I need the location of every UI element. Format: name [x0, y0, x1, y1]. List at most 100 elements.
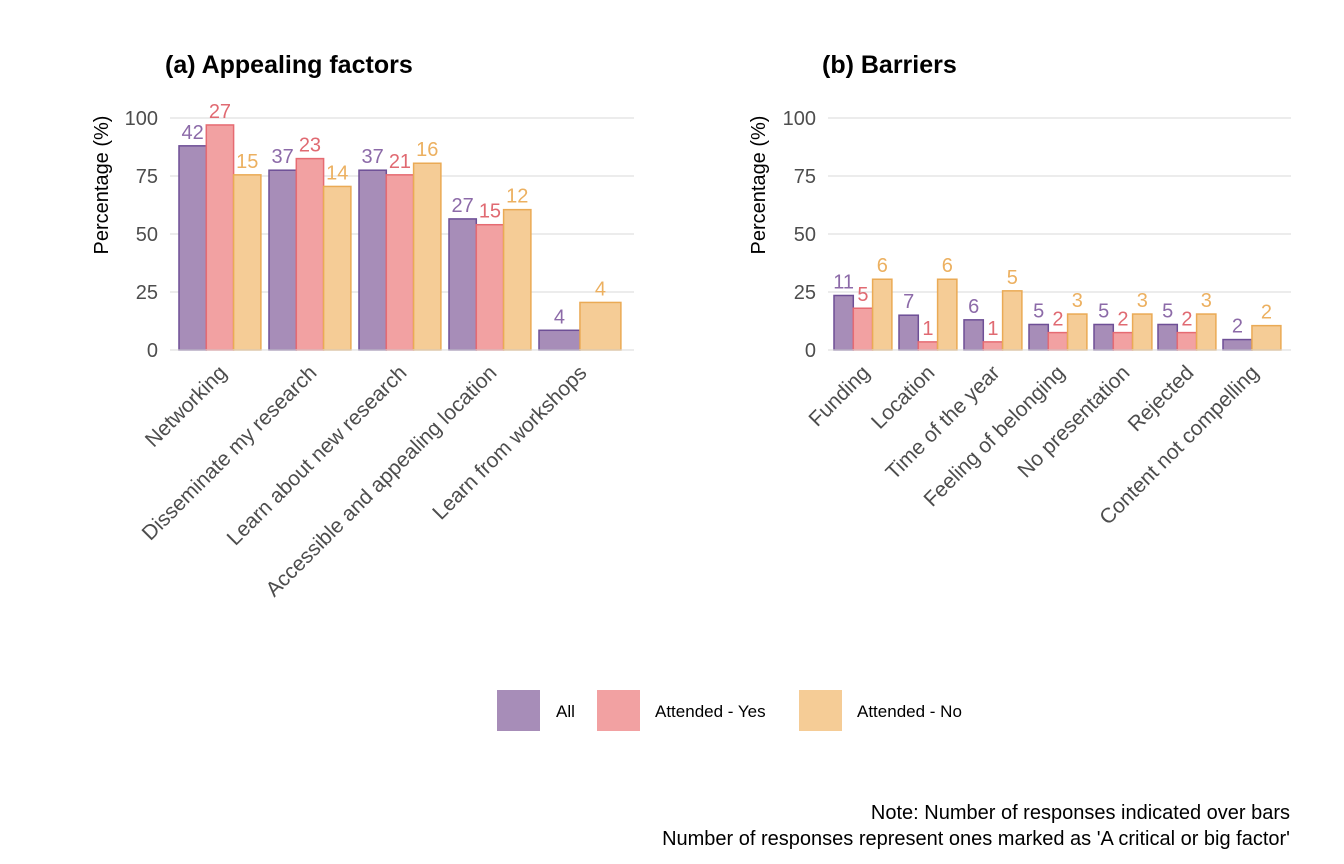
- panel-b-bar-funding-attended-no: [871, 278, 893, 351]
- panel-a-y-axis-title: Percentage (%): [91, 116, 113, 255]
- panel-b-bar-time-of-the-year-attended-no: [1001, 290, 1023, 351]
- note-line-2: Number of responses represent ones marke…: [662, 828, 1290, 850]
- panel-a-plot-area: 0255075100422715Networking372314Dissemin…: [125, 101, 634, 601]
- panel-b-y-tick-label: 75: [794, 166, 816, 188]
- panel-b-bar-rejected-all: [1157, 323, 1179, 351]
- panel-a-bar-disseminate-my-research-all: [268, 169, 298, 351]
- panel-a-bar-disseminate-my-research-attended-yes: [295, 157, 325, 351]
- panel-a-data-label-learn-about-new-research-all: 37: [362, 146, 384, 168]
- legend-label-attended-yes: Attended - Yes: [655, 702, 766, 721]
- panel-a-bar-networking-attended-no: [232, 174, 262, 351]
- panel-a-data-label-accessible-and-appealing-location-all: 27: [452, 195, 474, 217]
- panel-b-bar-time-of-the-year-all: [963, 319, 985, 351]
- panel-barriers: (b) Barriers Percentage (%) 025507510011…: [748, 51, 1291, 529]
- panel-b-bar-rejected-attended-no: [1195, 313, 1217, 351]
- panel-a-bar-learn-from-workshops-attended-no: [579, 301, 622, 351]
- panel-a-data-label-disseminate-my-research-attended-yes: 23: [299, 135, 321, 157]
- panel-a-data-label-learn-about-new-research-attended-yes: 21: [389, 151, 411, 173]
- panel-b-bar-no-presentation-attended-yes: [1112, 331, 1134, 351]
- panel-a-bar-accessible-and-appealing-location-all: [448, 218, 478, 351]
- legend-key-attended-yes: [597, 690, 640, 731]
- panel-b-data-label-time-of-the-year-attended-yes: 1: [987, 318, 998, 340]
- panel-b-x-tick-label-time-of-the-year: Time of the year: [881, 361, 1004, 484]
- panel-b-data-label-rejected-all: 5: [1162, 300, 1173, 322]
- panel-a-bar-learn-from-workshops-all: [538, 329, 581, 351]
- legend-key-attended-no: [799, 690, 842, 731]
- panel-b-data-label-no-presentation-attended-no: 3: [1137, 290, 1148, 312]
- panel-a-data-label-accessible-and-appealing-location-attended-no: 12: [506, 186, 528, 208]
- panel-b-x-tick-label-no-presentation: No presentation: [1013, 361, 1134, 482]
- legend-key-all: [497, 690, 540, 731]
- panel-a-data-label-learn-from-workshops-attended-no: 4: [595, 278, 606, 300]
- panel-b-data-label-no-presentation-attended-yes: 2: [1117, 309, 1128, 331]
- panel-a-bar-learn-about-new-research-all: [358, 169, 388, 351]
- panel-b-data-label-rejected-attended-yes: 2: [1181, 309, 1192, 331]
- panel-b-bar-no-presentation-all: [1093, 323, 1115, 351]
- panel-a-data-label-networking-attended-no: 15: [236, 151, 258, 173]
- panel-a-y-tick-label: 25: [136, 282, 158, 304]
- panel-a-y-tick-label: 0: [147, 340, 158, 362]
- panel-a-bar-learn-about-new-research-attended-yes: [385, 174, 415, 351]
- panel-a-bar-networking-attended-yes: [205, 124, 235, 351]
- panel-appealing-factors: (a) Appealing factors Percentage (%) 0 25…: [91, 51, 634, 601]
- panel-a-bar-disseminate-my-research-attended-no: [322, 185, 352, 351]
- panel-b-data-label-location-all: 7: [903, 291, 914, 313]
- panel-a-data-label-learn-about-new-research-attended-no: 16: [416, 139, 438, 161]
- panel-b-data-label-funding-attended-yes: 5: [857, 284, 868, 306]
- panel-b-data-label-feeling-of-belonging-attended-no: 3: [1072, 290, 1083, 312]
- panel-a-x-tick-label-learn-from-workshops: Learn from workshops: [428, 361, 591, 524]
- panel-a-bar-learn-about-new-research-attended-no: [412, 162, 442, 351]
- panel-b-data-label-location-attended-yes: 1: [922, 318, 933, 340]
- legend: All Attended - Yes Attended - No: [497, 690, 962, 731]
- panel-b-data-label-feeling-of-belonging-attended-yes: 2: [1052, 309, 1063, 331]
- panel-a-y-tick-label: 50: [136, 224, 158, 246]
- panel-b-bar-feeling-of-belonging-attended-yes: [1047, 331, 1069, 351]
- panel-b-bar-location-attended-yes: [917, 341, 939, 351]
- panel-b-plot-area: 02550751001156Funding716Location615Time …: [783, 108, 1291, 529]
- panel-a-y-tick-label: 100: [125, 108, 158, 130]
- panel-a-x-tick-label-networking: Networking: [141, 361, 232, 452]
- panel-b-bar-content-not-compelling-attended-no: [1251, 324, 1282, 351]
- panel-a-bar-accessible-and-appealing-location-attended-yes: [475, 223, 505, 351]
- panel-b-y-tick-label: 100: [783, 108, 816, 130]
- panel-a-data-label-networking-all: 42: [182, 122, 204, 144]
- panel-b-data-label-rejected-attended-no: 3: [1201, 290, 1212, 312]
- panel-b-data-label-funding-attended-no: 6: [877, 255, 888, 277]
- panel-b-data-label-time-of-the-year-attended-no: 5: [1007, 267, 1018, 289]
- note-line-1: Note: Number of responses indicated over…: [871, 802, 1290, 824]
- panel-b-title: (b) Barriers: [822, 51, 957, 79]
- panel-a-title: (a) Appealing factors: [165, 51, 413, 79]
- legend-label-all: All: [556, 702, 575, 721]
- panel-b-bar-content-not-compelling-all: [1222, 338, 1253, 351]
- panel-b-data-label-content-not-compelling-all: 2: [1232, 316, 1243, 338]
- panel-a-x-tick-label-learn-about-new-research: Learn about new research: [223, 361, 412, 550]
- panel-b-bar-funding-all: [833, 294, 855, 351]
- panel-b-bar-location-attended-no: [936, 278, 958, 351]
- panel-b-data-label-feeling-of-belonging-all: 5: [1033, 300, 1044, 322]
- panel-b-y-tick-label: 0: [805, 340, 816, 362]
- panel-b-bar-funding-attended-yes: [852, 307, 874, 351]
- panel-b-bar-rejected-attended-yes: [1176, 331, 1198, 351]
- panel-a-data-label-disseminate-my-research-all: 37: [272, 146, 294, 168]
- panel-b-bar-feeling-of-belonging-all: [1028, 323, 1050, 351]
- panel-b-y-axis-title: Percentage (%): [748, 116, 770, 255]
- panel-a-bar-accessible-and-appealing-location-attended-no: [502, 208, 532, 351]
- panel-b-data-label-funding-all: 11: [833, 271, 854, 293]
- legend-label-attended-no: Attended - No: [857, 702, 962, 721]
- panel-b-x-tick-label-funding: Funding: [805, 361, 875, 431]
- panel-a-y-tick-label: 75: [136, 166, 158, 188]
- panel-b-data-label-location-attended-no: 6: [942, 255, 953, 277]
- panel-a-data-label-disseminate-my-research-attended-no: 14: [326, 162, 348, 184]
- panel-a-data-label-accessible-and-appealing-location-attended-yes: 15: [479, 201, 501, 223]
- panel-b-data-label-time-of-the-year-all: 6: [968, 296, 979, 318]
- panel-b-data-label-no-presentation-all: 5: [1098, 300, 1109, 322]
- panel-a-bar-networking-all: [178, 145, 208, 351]
- panel-b-data-label-content-not-compelling-attended-no: 2: [1261, 302, 1272, 324]
- panel-a-data-label-learn-from-workshops-all: 4: [554, 306, 565, 328]
- panel-a-data-label-networking-attended-yes: 27: [209, 101, 231, 123]
- panel-b-y-tick-label: 25: [794, 282, 816, 304]
- panel-b-y-tick-label: 50: [794, 224, 816, 246]
- panel-b-bar-location-all: [898, 314, 920, 351]
- panel-b-bar-time-of-the-year-attended-yes: [982, 341, 1004, 351]
